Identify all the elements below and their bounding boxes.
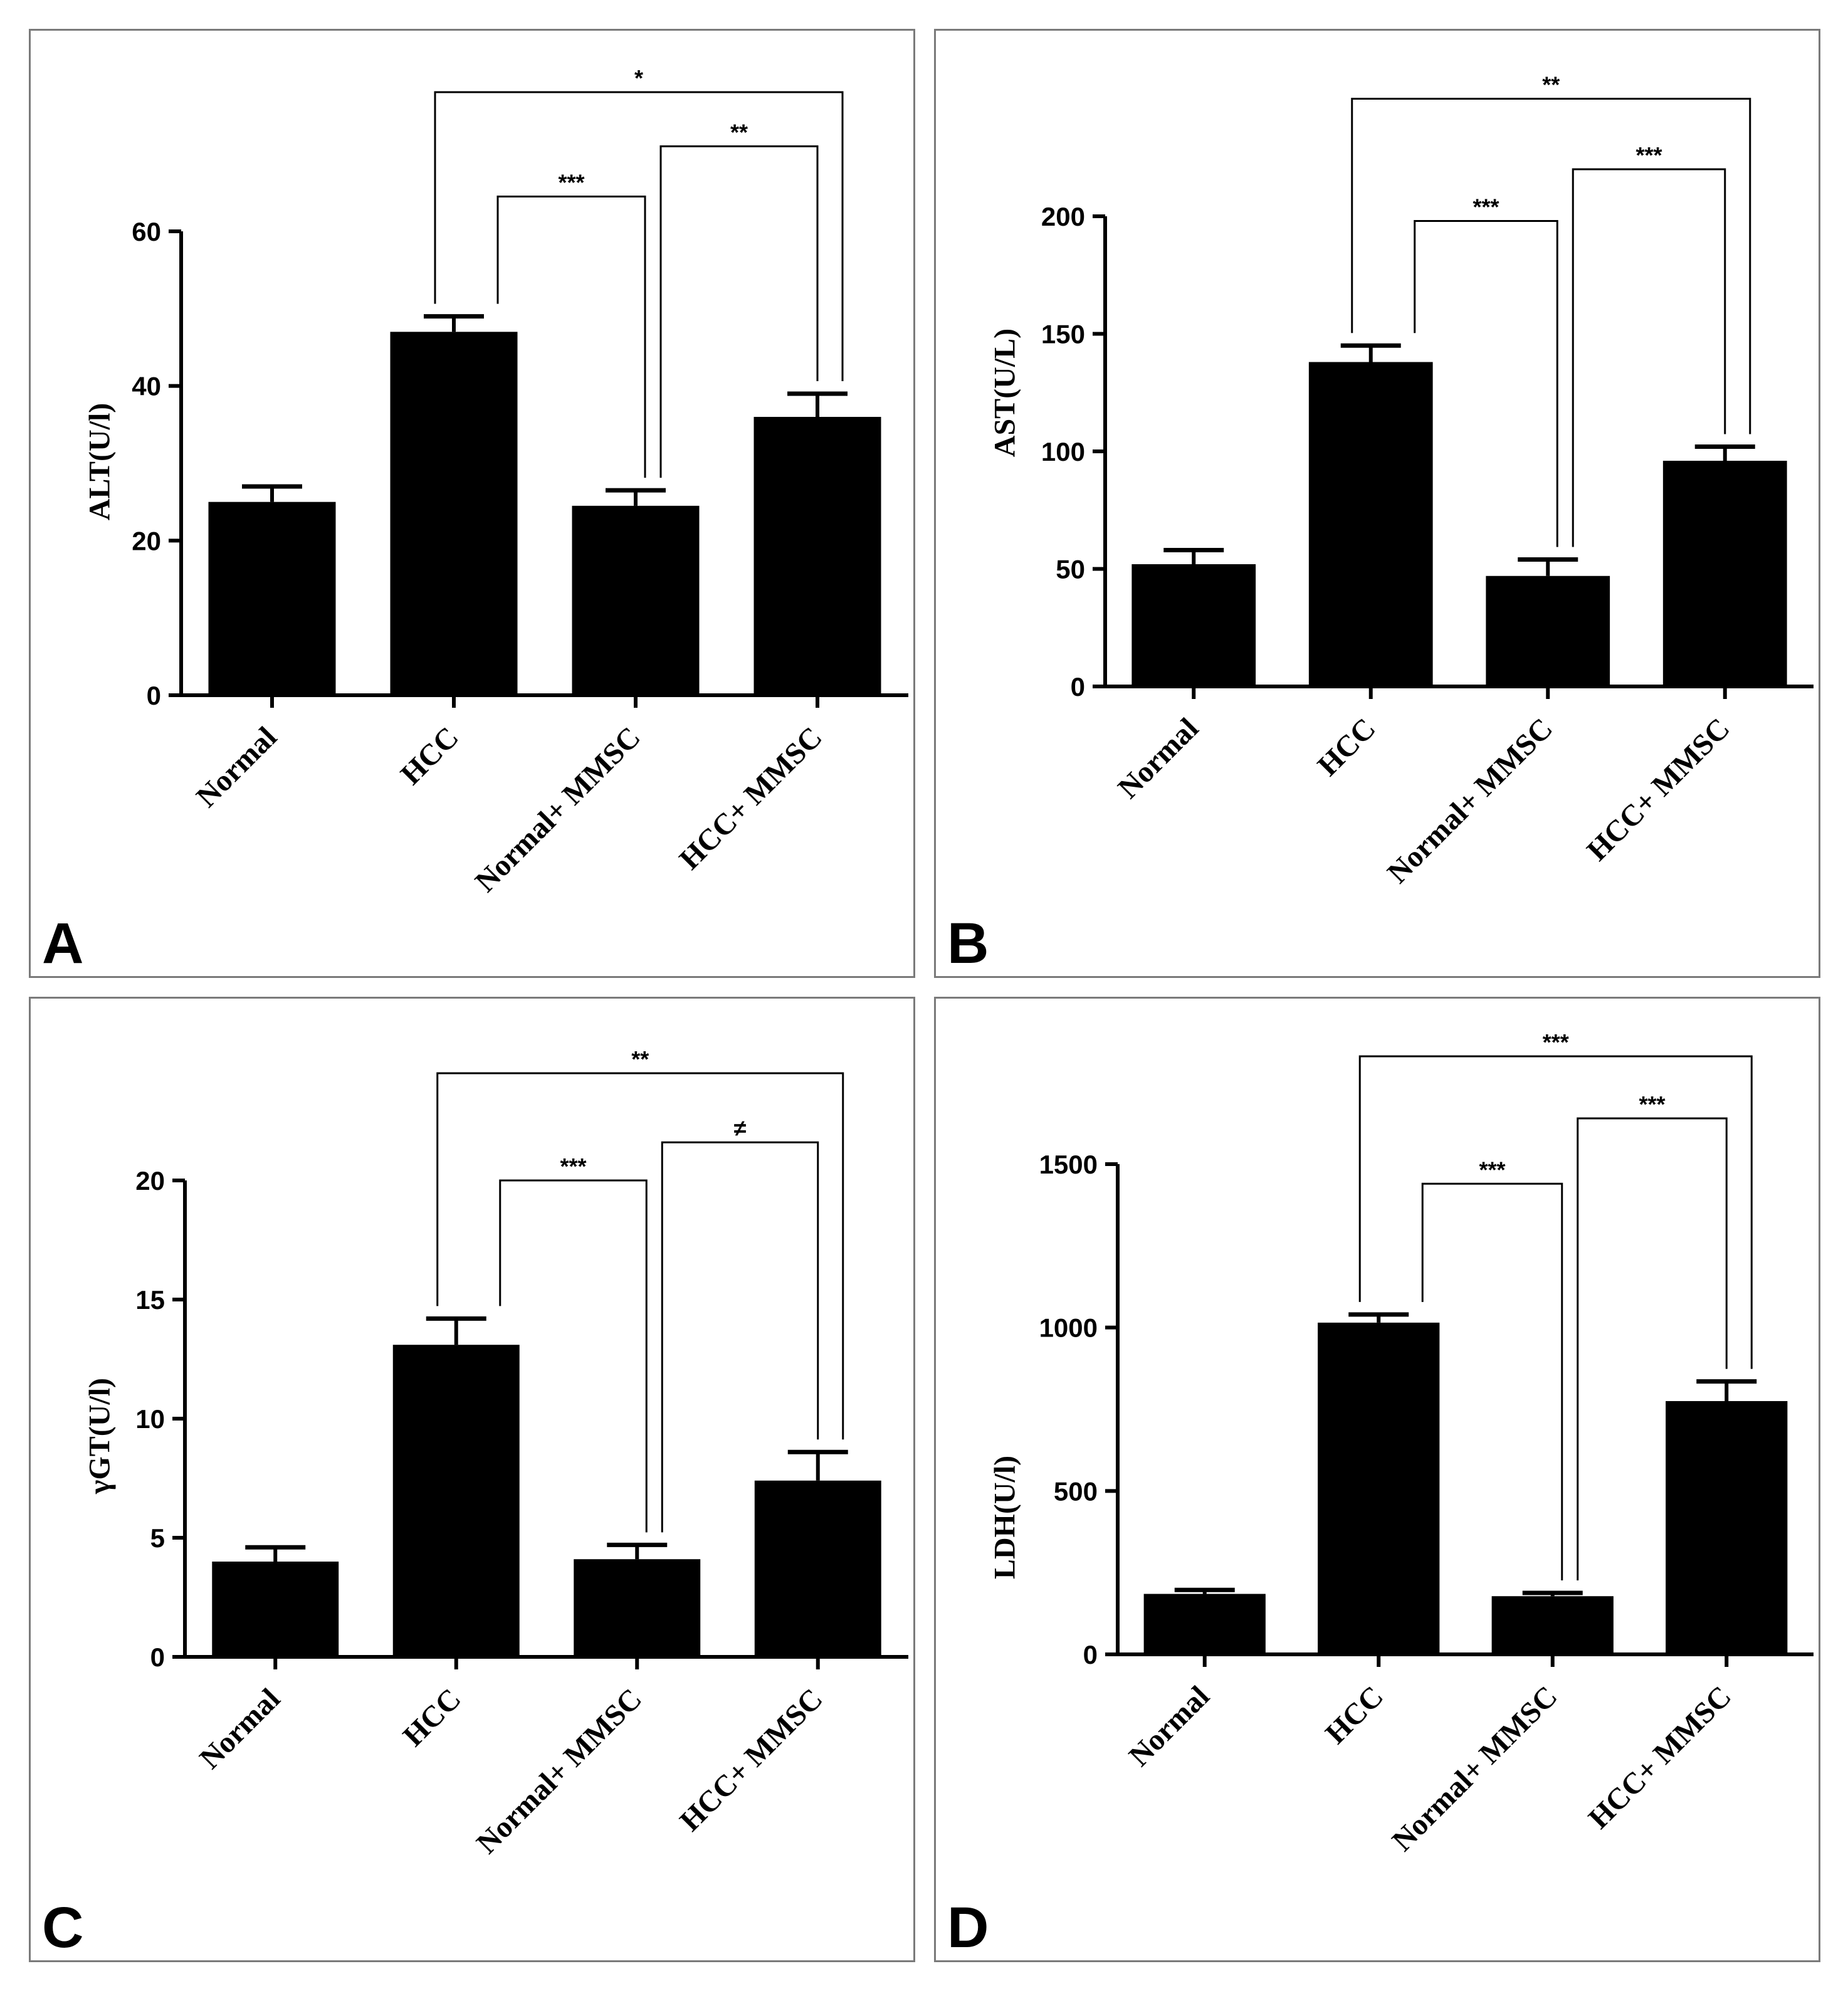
significance-bracket bbox=[499, 1179, 648, 1533]
category-label: Normal bbox=[1111, 712, 1205, 805]
y-tick-label: 50 bbox=[1056, 555, 1085, 584]
category-label: HCC+ MMSC bbox=[673, 1682, 829, 1837]
bar bbox=[1308, 362, 1433, 686]
bar bbox=[754, 1480, 881, 1657]
y-tick-label: 0 bbox=[150, 1642, 165, 1672]
significance-label: ** bbox=[631, 1046, 649, 1072]
significance-bracket bbox=[659, 145, 819, 478]
category-label: Normal+ MMSC bbox=[469, 720, 647, 898]
category-label: HCC+ MMSC bbox=[1580, 712, 1736, 867]
category-label: HCC bbox=[397, 1682, 468, 1753]
y-tick-label: 0 bbox=[1071, 672, 1085, 701]
y-axis-label: AST(U/L) bbox=[988, 328, 1022, 458]
y-tick-label: 500 bbox=[1054, 1476, 1098, 1506]
bar bbox=[572, 505, 700, 695]
y-tick-label: 0 bbox=[147, 681, 161, 710]
chart-c: 0 5 10 15 20 Normal HCC Normal+ MMSC HCC+ MMSC **… bbox=[135, 1046, 908, 1860]
y-axis-label: γGT(U/l) bbox=[83, 1377, 117, 1495]
y-tick-label: 60 bbox=[132, 217, 161, 246]
panel-label: B bbox=[947, 911, 989, 975]
significance-bracket bbox=[1577, 1117, 1728, 1580]
y-tick-label: 1000 bbox=[1039, 1313, 1098, 1343]
y-tick-label: 150 bbox=[1041, 320, 1085, 349]
significance-label: * bbox=[634, 65, 643, 91]
category-label: Normal bbox=[193, 1682, 286, 1775]
significance-bracket bbox=[436, 1072, 844, 1440]
bar bbox=[574, 1559, 701, 1657]
bar bbox=[1143, 1594, 1266, 1654]
significance-bracket bbox=[1572, 168, 1726, 547]
category-label: Normal+ MMSC bbox=[470, 1682, 648, 1860]
significance-label: *** bbox=[560, 1153, 586, 1179]
significance-label: *** bbox=[1473, 194, 1499, 220]
panel-label: C bbox=[42, 1896, 84, 1960]
significance-label: *** bbox=[1639, 1091, 1665, 1117]
significance-label: *** bbox=[558, 170, 584, 196]
bar bbox=[212, 1562, 339, 1657]
significance-bracket bbox=[1358, 1055, 1753, 1369]
category-label: Normal bbox=[190, 720, 283, 814]
significance-label: *** bbox=[1543, 1029, 1569, 1055]
bar bbox=[1666, 1400, 1788, 1654]
y-tick-label: 5 bbox=[150, 1523, 165, 1553]
y-tick-label: 0 bbox=[1083, 1640, 1098, 1669]
category-label: HCC+ MMSC bbox=[673, 720, 829, 876]
bar bbox=[392, 1345, 520, 1657]
category-label: HCC bbox=[1311, 712, 1382, 782]
y-tick-label: 40 bbox=[132, 372, 161, 401]
significance-bracket bbox=[434, 91, 844, 381]
significance-bracket bbox=[1351, 98, 1751, 434]
category-label: HCC bbox=[1319, 1679, 1390, 1750]
category-label: Normal+ MMSC bbox=[1386, 1679, 1564, 1857]
y-tick-label: 1500 bbox=[1039, 1150, 1098, 1179]
bar bbox=[1491, 1596, 1614, 1654]
bar bbox=[1486, 575, 1610, 686]
y-tick-label: 10 bbox=[135, 1404, 165, 1434]
bar bbox=[208, 502, 336, 695]
panel-b: 0 50 100 150 200 Normal HCC Normal+ MMSC HCC+ MM… bbox=[934, 29, 1820, 978]
bar bbox=[753, 417, 881, 695]
category-label: Normal bbox=[1123, 1679, 1216, 1773]
y-tick-label: 20 bbox=[135, 1166, 165, 1195]
panel-a: 0 20 40 60 Normal HCC Normal+ MMSC HCC+ MMSC ***… bbox=[29, 29, 915, 978]
y-axis-label: LDH(U/l) bbox=[988, 1455, 1022, 1580]
significance-label: ≠ bbox=[734, 1115, 747, 1141]
y-axis-label: ALT(U/l) bbox=[83, 402, 117, 521]
bar bbox=[1131, 564, 1256, 686]
significance-bracket bbox=[1414, 220, 1558, 547]
y-tick-label: 20 bbox=[132, 526, 161, 555]
significance-label: *** bbox=[1479, 1157, 1505, 1182]
panel-d: 0 500 1000 1500 Normal HCC Normal+ MMSC HCC+ MM… bbox=[934, 997, 1820, 1962]
bar bbox=[390, 332, 518, 695]
category-label: Normal+ MMSC bbox=[1381, 712, 1559, 890]
significance-label: *** bbox=[1635, 142, 1662, 168]
category-label: HCC bbox=[394, 720, 465, 791]
category-label: HCC+ MMSC bbox=[1582, 1679, 1738, 1835]
significance-bracket bbox=[661, 1141, 819, 1533]
significance-label: ** bbox=[1542, 72, 1560, 98]
bar bbox=[1318, 1322, 1440, 1654]
significance-bracket bbox=[1421, 1182, 1563, 1580]
y-tick-label: 200 bbox=[1041, 202, 1085, 231]
panel-label: D bbox=[947, 1896, 989, 1960]
significance-label: ** bbox=[730, 119, 748, 145]
significance-bracket bbox=[496, 196, 646, 478]
y-tick-label: 15 bbox=[135, 1285, 165, 1315]
y-tick-label: 100 bbox=[1041, 437, 1085, 466]
panel-label: A bbox=[42, 911, 84, 975]
bar bbox=[1662, 461, 1787, 686]
panel-c: 0 5 10 15 20 Normal HCC Normal+ MMSC HCC+ MMSC **… bbox=[29, 997, 915, 1962]
